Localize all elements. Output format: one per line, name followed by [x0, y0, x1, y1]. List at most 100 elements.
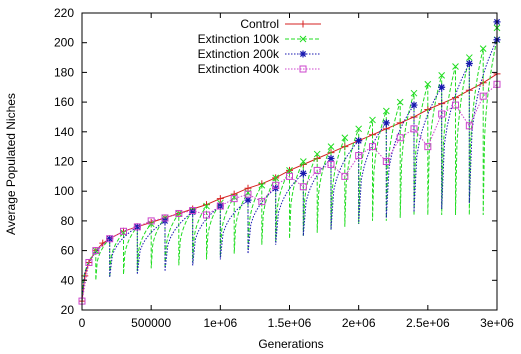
legend-label: Extinction 100k: [198, 32, 280, 46]
y-tick-label: 120: [54, 155, 74, 169]
series-extinction-200k: [81, 18, 501, 302]
data-point: [286, 172, 293, 180]
x-tick-label: 2e+06: [342, 316, 376, 330]
data-point: [92, 247, 100, 255]
y-tick-label: 180: [54, 65, 74, 79]
y-tick-label: 60: [61, 244, 75, 258]
data-point: [133, 223, 141, 231]
data-point: [313, 166, 321, 174]
data-point: [258, 181, 266, 189]
data-point: [244, 184, 252, 192]
data-point: [410, 89, 418, 97]
legend-marker: [299, 35, 307, 43]
data-point: [272, 174, 280, 182]
legend-label: Control: [240, 17, 279, 31]
x-tick-label: 3e+06: [480, 316, 514, 330]
y-tick-label: 20: [61, 303, 75, 317]
y-tick-label: 160: [54, 95, 74, 109]
data-point: [120, 227, 127, 235]
data-point: [355, 137, 363, 145]
data-point: [99, 239, 107, 247]
data-point: [465, 59, 473, 67]
data-point: [424, 80, 432, 88]
data-point: [382, 107, 390, 115]
y-tick-label: 100: [54, 184, 74, 198]
x-axis-label: Generations: [258, 337, 323, 351]
data-point: [396, 134, 404, 142]
data-point: [106, 235, 114, 243]
data-point: [120, 227, 127, 235]
series-extinction-400k: [78, 80, 501, 305]
data-point: [410, 125, 418, 133]
data-point: [147, 217, 155, 225]
data-point: [438, 83, 446, 91]
data-point: [355, 125, 363, 133]
legend-marker: [299, 50, 307, 58]
data-point: [299, 183, 307, 191]
data-point: [327, 155, 335, 163]
data-point: [244, 196, 252, 204]
legend-label: Extinction 400k: [198, 62, 280, 76]
data-point: [341, 172, 349, 180]
data-point: [396, 98, 404, 106]
data-point: [465, 54, 473, 61]
data-point: [258, 198, 266, 206]
data-point: [189, 208, 197, 216]
x-tick-label: 0: [79, 316, 86, 330]
data-point: [299, 158, 307, 165]
data-point: [133, 223, 141, 231]
data-point: [203, 202, 210, 210]
data-point: [272, 181, 280, 189]
y-tick-label: 220: [54, 6, 74, 20]
x-tick-label: 1.5e+06: [268, 316, 312, 330]
x-tick-label: 2.5e+06: [406, 316, 450, 330]
data-point: [424, 143, 432, 151]
y-tick-label: 80: [61, 214, 75, 228]
data-point: [438, 110, 446, 118]
series-line: [81, 21, 498, 302]
data-point: [216, 202, 224, 210]
data-point: [203, 211, 210, 219]
data-point: [327, 160, 335, 168]
data-point: [382, 119, 390, 127]
data-point: [216, 195, 224, 203]
data-point: [106, 235, 114, 243]
data-point: [341, 134, 349, 142]
y-tick-label: 200: [54, 36, 74, 50]
series-extinction-100k: [81, 24, 501, 302]
plot-frame: [81, 12, 498, 311]
legend-marker: [299, 20, 307, 28]
data-point: [465, 122, 473, 130]
data-point: [85, 258, 93, 266]
data-point: [189, 207, 197, 215]
data-point: [452, 63, 459, 70]
data-point: [369, 143, 376, 151]
legend-label: Extinction 200k: [198, 47, 280, 61]
data-point: [161, 214, 169, 222]
data-point: [452, 101, 459, 109]
x-tick-label: 500000: [131, 316, 171, 330]
data-point: [369, 116, 376, 124]
data-point: [286, 167, 293, 174]
data-point: [327, 143, 335, 151]
data-point: [175, 209, 183, 217]
data-point: [438, 72, 446, 79]
y-axis-label: Average Populated Niches: [4, 93, 18, 235]
legend-marker: [299, 65, 307, 73]
data-point: [410, 101, 418, 109]
data-point: [313, 150, 321, 158]
data-point: [244, 190, 252, 198]
data-point: [230, 195, 238, 203]
data-point: [382, 158, 390, 165]
data-point: [299, 169, 307, 177]
x-tick-label: 1e+06: [203, 316, 237, 330]
data-point: [479, 92, 487, 100]
data-point: [92, 247, 100, 254]
y-tick-label: 40: [61, 273, 75, 287]
data-point: [355, 152, 363, 160]
series-line: [81, 27, 498, 302]
data-point: [479, 45, 487, 52]
